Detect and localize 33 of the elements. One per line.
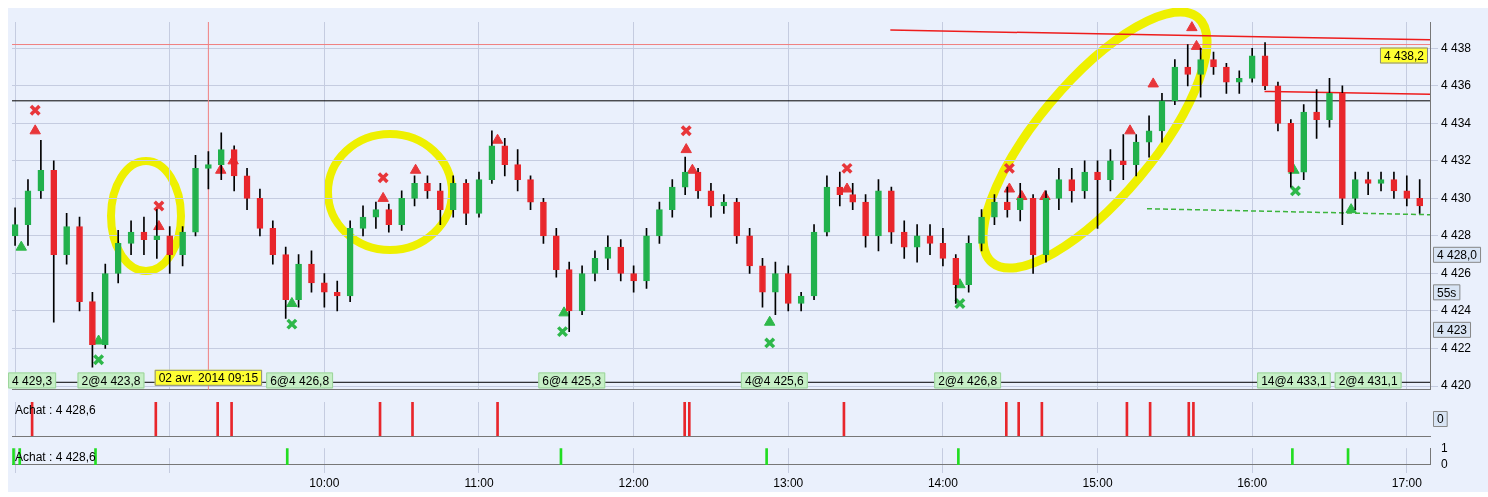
ref-line-label: 4 438,2	[1383, 48, 1425, 63]
annotation: 6@4 425,3	[542, 373, 602, 388]
ref-line-label: 02 avr. 2014 09:15	[158, 371, 259, 386]
annotation: 2@4 423,8	[81, 373, 141, 388]
annotation: 4 429,3	[12, 373, 53, 388]
y-tick-label: 4 430	[1441, 190, 1472, 205]
y-tick-label: 4 422	[1441, 340, 1472, 355]
y-tick-label: 4 428	[1441, 228, 1472, 243]
x-tick-label: 10:00	[309, 475, 340, 490]
x-tick-label: 13:00	[773, 475, 804, 490]
annotation: 2@4 426,8	[938, 373, 998, 388]
x-tick-label: 12:00	[618, 475, 649, 490]
annotation: 2@4 431,1	[1338, 373, 1398, 388]
y-tick-label: 4 426	[1441, 265, 1472, 280]
annotation: 6@4 426,8	[270, 373, 330, 388]
y-tick-label: 4 438	[1441, 40, 1472, 55]
y-tick-label: 4 420	[1441, 378, 1472, 393]
y-tick-label: 4 432	[1441, 153, 1472, 168]
y-tick-label: 0	[1441, 457, 1448, 472]
x-tick-label: 16:00	[1237, 475, 1268, 490]
x-tick-label: 15:00	[1082, 475, 1113, 490]
y-tick-label: 4 434	[1441, 115, 1472, 130]
annotation: 14@4 433,1	[1261, 373, 1328, 388]
y-tick-label: 4 436	[1441, 78, 1472, 93]
text: 55s	[1437, 285, 1457, 300]
text: 4 423	[1437, 323, 1468, 338]
y-tick-label: 4 424	[1441, 303, 1472, 318]
y-tick-label: 1	[1441, 440, 1448, 455]
x-tick-label: 14:00	[927, 475, 959, 490]
annotation: 4@4 425,6	[744, 373, 805, 388]
text: 4 428,0	[1437, 248, 1478, 263]
x-tick-label: 17:00	[1391, 475, 1423, 490]
x-tick-label: 11:00	[464, 475, 494, 490]
